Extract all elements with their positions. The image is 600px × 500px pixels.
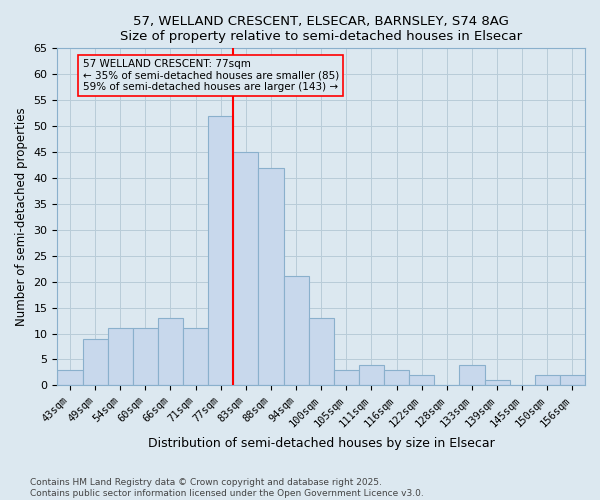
Text: Contains HM Land Registry data © Crown copyright and database right 2025.
Contai: Contains HM Land Registry data © Crown c…: [30, 478, 424, 498]
Bar: [384, 370, 409, 386]
Text: 57 WELLAND CRESCENT: 77sqm
← 35% of semi-detached houses are smaller (85)
59% of: 57 WELLAND CRESCENT: 77sqm ← 35% of semi…: [83, 58, 339, 92]
Y-axis label: Number of semi-detached properties: Number of semi-detached properties: [15, 108, 28, 326]
Bar: [359, 364, 384, 386]
Bar: [308, 318, 334, 386]
Bar: [233, 152, 259, 386]
Bar: [158, 318, 183, 386]
X-axis label: Distribution of semi-detached houses by size in Elsecar: Distribution of semi-detached houses by …: [148, 437, 494, 450]
Bar: [409, 375, 434, 386]
Bar: [334, 370, 359, 386]
Bar: [284, 276, 308, 386]
Bar: [460, 364, 485, 386]
Bar: [560, 375, 585, 386]
Bar: [208, 116, 233, 386]
Bar: [535, 375, 560, 386]
Bar: [58, 370, 83, 386]
Bar: [83, 338, 107, 386]
Bar: [259, 168, 284, 386]
Title: 57, WELLAND CRESCENT, ELSECAR, BARNSLEY, S74 8AG
Size of property relative to se: 57, WELLAND CRESCENT, ELSECAR, BARNSLEY,…: [120, 15, 522, 43]
Bar: [485, 380, 509, 386]
Bar: [133, 328, 158, 386]
Bar: [107, 328, 133, 386]
Bar: [183, 328, 208, 386]
